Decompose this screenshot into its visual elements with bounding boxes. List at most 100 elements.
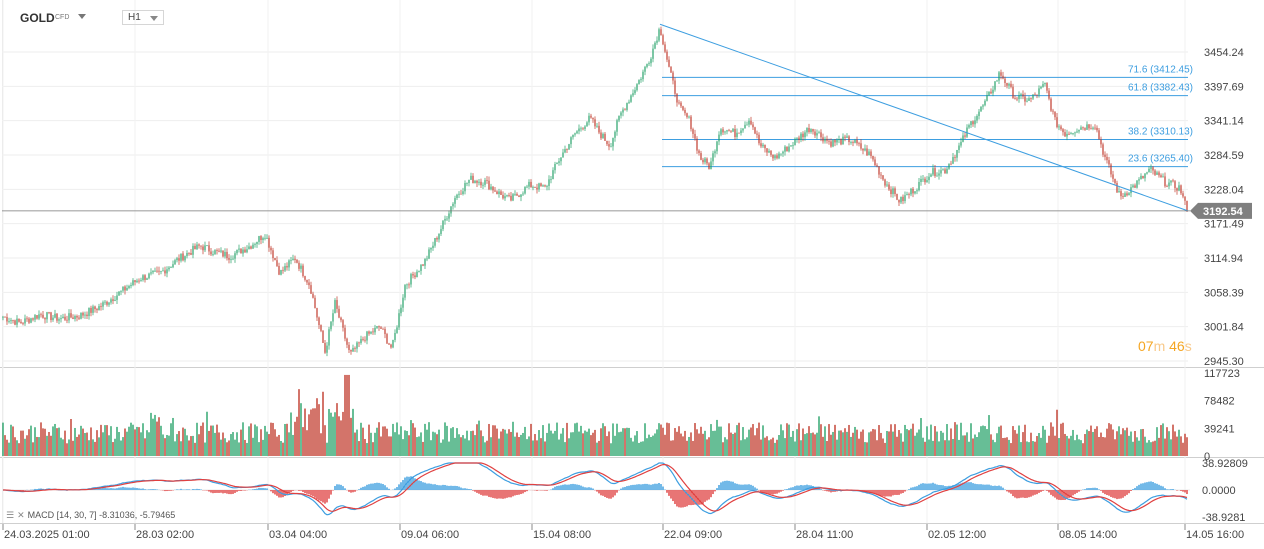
candle-body: [170, 267, 172, 269]
volume-bar: [372, 442, 374, 456]
macd-histogram-bar: [558, 485, 560, 490]
candle-body: [1016, 98, 1018, 100]
volume-bar: [920, 418, 922, 456]
volume-bar: [764, 437, 766, 456]
macd-histogram-bar: [876, 490, 878, 495]
volume-bar: [930, 424, 932, 456]
volume-bar: [868, 432, 870, 456]
volume-bar: [1090, 425, 1092, 456]
macd-histogram-bar: [1056, 490, 1058, 500]
candle-body: [848, 136, 850, 143]
candle-body: [422, 264, 424, 266]
macd-histogram-bar: [138, 488, 140, 490]
volume-bar: [996, 433, 998, 456]
volume-bar: [184, 428, 186, 456]
volume-bar: [1134, 431, 1136, 456]
candle-body: [650, 58, 652, 64]
candle-body: [240, 248, 242, 254]
candle-body: [1142, 175, 1144, 179]
candle-body: [958, 145, 960, 150]
volume-bar: [624, 428, 626, 456]
macd-histogram-bar: [710, 490, 712, 498]
candle-body: [276, 260, 278, 266]
candle-body: [376, 326, 378, 328]
candle-body: [734, 128, 736, 137]
candle-body: [670, 66, 672, 73]
macd-histogram-bar: [384, 485, 386, 490]
candle-body: [372, 331, 374, 333]
timeframe-select[interactable]: H1: [122, 10, 164, 25]
candle-body: [428, 249, 430, 259]
volume-bar: [722, 442, 724, 456]
volume-bar: [928, 439, 930, 456]
macd-histogram-bar: [194, 489, 196, 490]
candle-body: [920, 178, 922, 183]
candle-body: [836, 139, 838, 143]
macd-histogram-bar: [344, 488, 346, 490]
candle-body: [776, 155, 778, 159]
chevron-down-icon: [150, 16, 158, 21]
volume-bar: [800, 440, 802, 456]
candle-body: [54, 313, 56, 318]
candle-body: [970, 121, 972, 126]
macd-histogram-bar: [332, 490, 334, 491]
macd-histogram-bar: [168, 490, 170, 491]
macd-histogram-bar: [962, 482, 964, 490]
macd-histogram-bar: [152, 489, 154, 490]
candle-body: [1094, 127, 1096, 129]
volume-bar: [208, 430, 210, 456]
candle-body: [508, 195, 510, 196]
time-tick-label: 22.04 09:00: [664, 529, 722, 541]
macd-histogram-bar: [386, 487, 388, 490]
volume-bar: [148, 432, 150, 456]
candle-body: [646, 64, 648, 67]
candle-body: [828, 140, 830, 142]
volume-bar: [368, 424, 370, 456]
macd-histogram-bar: [1068, 490, 1070, 498]
volume-bar: [856, 429, 858, 456]
candle-body: [1118, 191, 1120, 193]
candle-body: [832, 139, 834, 147]
price-tick-label: 3397.69: [1204, 81, 1244, 93]
macd-histogram-bar: [678, 490, 680, 508]
macd-histogram-bar: [746, 484, 748, 490]
candle-body: [1108, 160, 1110, 165]
symbol-name[interactable]: GOLD: [20, 11, 55, 25]
macd-name: MACD [14, 30, 7]: [27, 510, 97, 520]
volume-bar: [74, 427, 76, 456]
close-icon[interactable]: ✕: [17, 510, 25, 520]
volume-bar: [386, 428, 388, 456]
candle-body: [630, 95, 632, 102]
macd-histogram-bar: [366, 484, 368, 490]
volume-bar: [462, 435, 464, 456]
candle-body: [392, 339, 394, 348]
macd-histogram-bar: [612, 490, 614, 498]
countdown-seconds-unit: s: [1184, 338, 1192, 354]
chevron-down-icon[interactable]: [78, 14, 86, 19]
candle-body: [378, 326, 380, 328]
volume-bar: [710, 424, 712, 456]
candle-body: [296, 259, 298, 263]
candle-body: [6, 316, 8, 322]
candle-body: [596, 125, 598, 127]
candle-body: [1090, 128, 1092, 130]
menu-icon[interactable]: ☰: [6, 510, 15, 520]
volume-bar: [132, 424, 134, 456]
candle-body: [592, 117, 594, 120]
macd-histogram-bar: [682, 490, 684, 508]
macd-legend[interactable]: ☰ ✕ MACD [14, 30, 7] -8.31036, -5.79465: [6, 510, 176, 520]
macd-histogram-bar: [1166, 489, 1168, 490]
volume-bar: [904, 424, 906, 456]
macd-histogram-bar: [450, 485, 452, 490]
volume-bar: [370, 432, 372, 456]
macd-histogram-bar: [238, 490, 240, 491]
candle-body: [956, 149, 958, 158]
candle-body: [412, 274, 414, 276]
volume-bar: [124, 428, 126, 456]
candle-body: [122, 286, 124, 291]
macd-histogram-bar: [322, 490, 324, 503]
volume-bar: [698, 433, 700, 456]
volume-bar: [846, 431, 848, 456]
candle-body: [1010, 83, 1012, 87]
